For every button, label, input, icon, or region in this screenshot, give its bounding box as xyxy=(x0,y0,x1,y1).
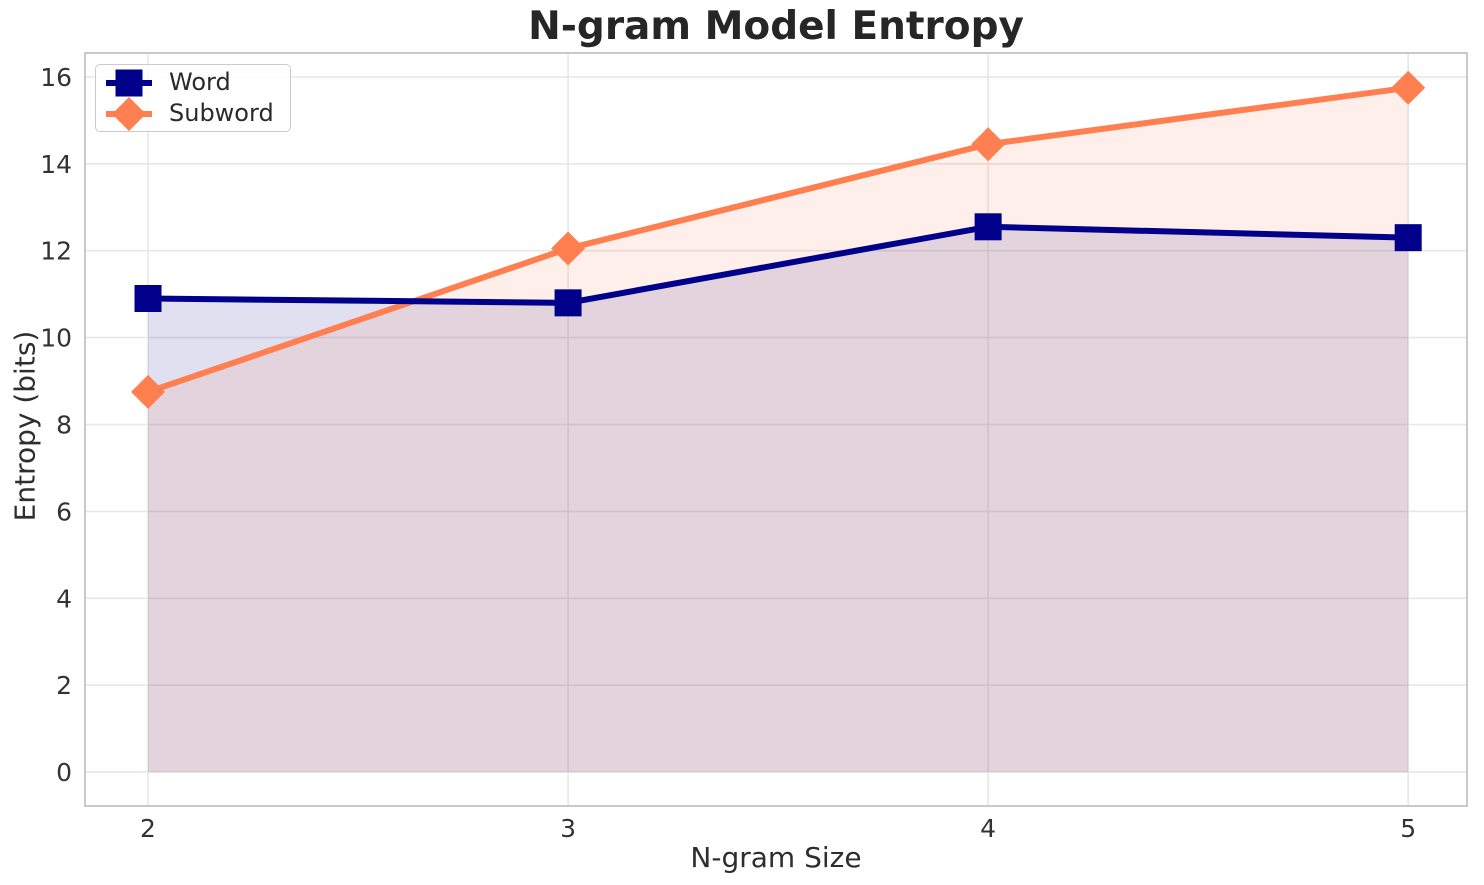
x-tick-5: 5 xyxy=(1400,814,1416,843)
legend-label-subword: Subword xyxy=(169,99,274,127)
line-subword xyxy=(147,84,1409,395)
y-tick-16: 16 xyxy=(40,63,72,92)
y-tick-8: 8 xyxy=(56,411,72,440)
diamond-marker-icon xyxy=(112,96,146,131)
word-line-marker-icon xyxy=(106,69,152,96)
x-axis-label: N-gram Size xyxy=(690,841,862,874)
marker-subword-x2 xyxy=(131,374,166,409)
y-tick-4: 4 xyxy=(56,584,72,613)
y-tick-0: 0 xyxy=(56,758,72,787)
marker-subword-x4 xyxy=(971,127,1006,162)
line-word xyxy=(147,223,1409,306)
y-tick-14: 14 xyxy=(40,150,72,179)
legend-item-word: Word xyxy=(103,67,274,98)
y-tick-6: 6 xyxy=(56,497,72,526)
legend-item-subword: Subword xyxy=(103,96,274,131)
marker-word-x3 xyxy=(554,289,582,317)
axes-spines xyxy=(84,52,1468,807)
area-word xyxy=(148,226,1409,773)
chart-title: N-gram Model Entropy xyxy=(528,4,1024,49)
marker-word-x5 xyxy=(1394,224,1422,252)
subword-line-marker-icon xyxy=(106,96,152,131)
legend-label-word: Word xyxy=(169,68,231,96)
marker-subword-x5 xyxy=(1391,70,1426,105)
area-subword xyxy=(148,87,1409,773)
marker-word-x2 xyxy=(134,284,162,312)
y-axis-label: Entropy (bits) xyxy=(8,330,42,522)
legend: Word Subword xyxy=(95,64,291,132)
marker-subword-x3 xyxy=(551,231,586,266)
x-tick-3: 3 xyxy=(560,814,576,843)
y-tick-2: 2 xyxy=(56,671,72,700)
x-tick-2: 2 xyxy=(140,814,156,843)
x-tick-4: 4 xyxy=(980,814,996,843)
y-tick-10: 10 xyxy=(40,324,72,353)
square-marker-icon xyxy=(115,69,143,96)
y-tick-12: 12 xyxy=(40,237,72,266)
marker-word-x4 xyxy=(974,213,1002,241)
